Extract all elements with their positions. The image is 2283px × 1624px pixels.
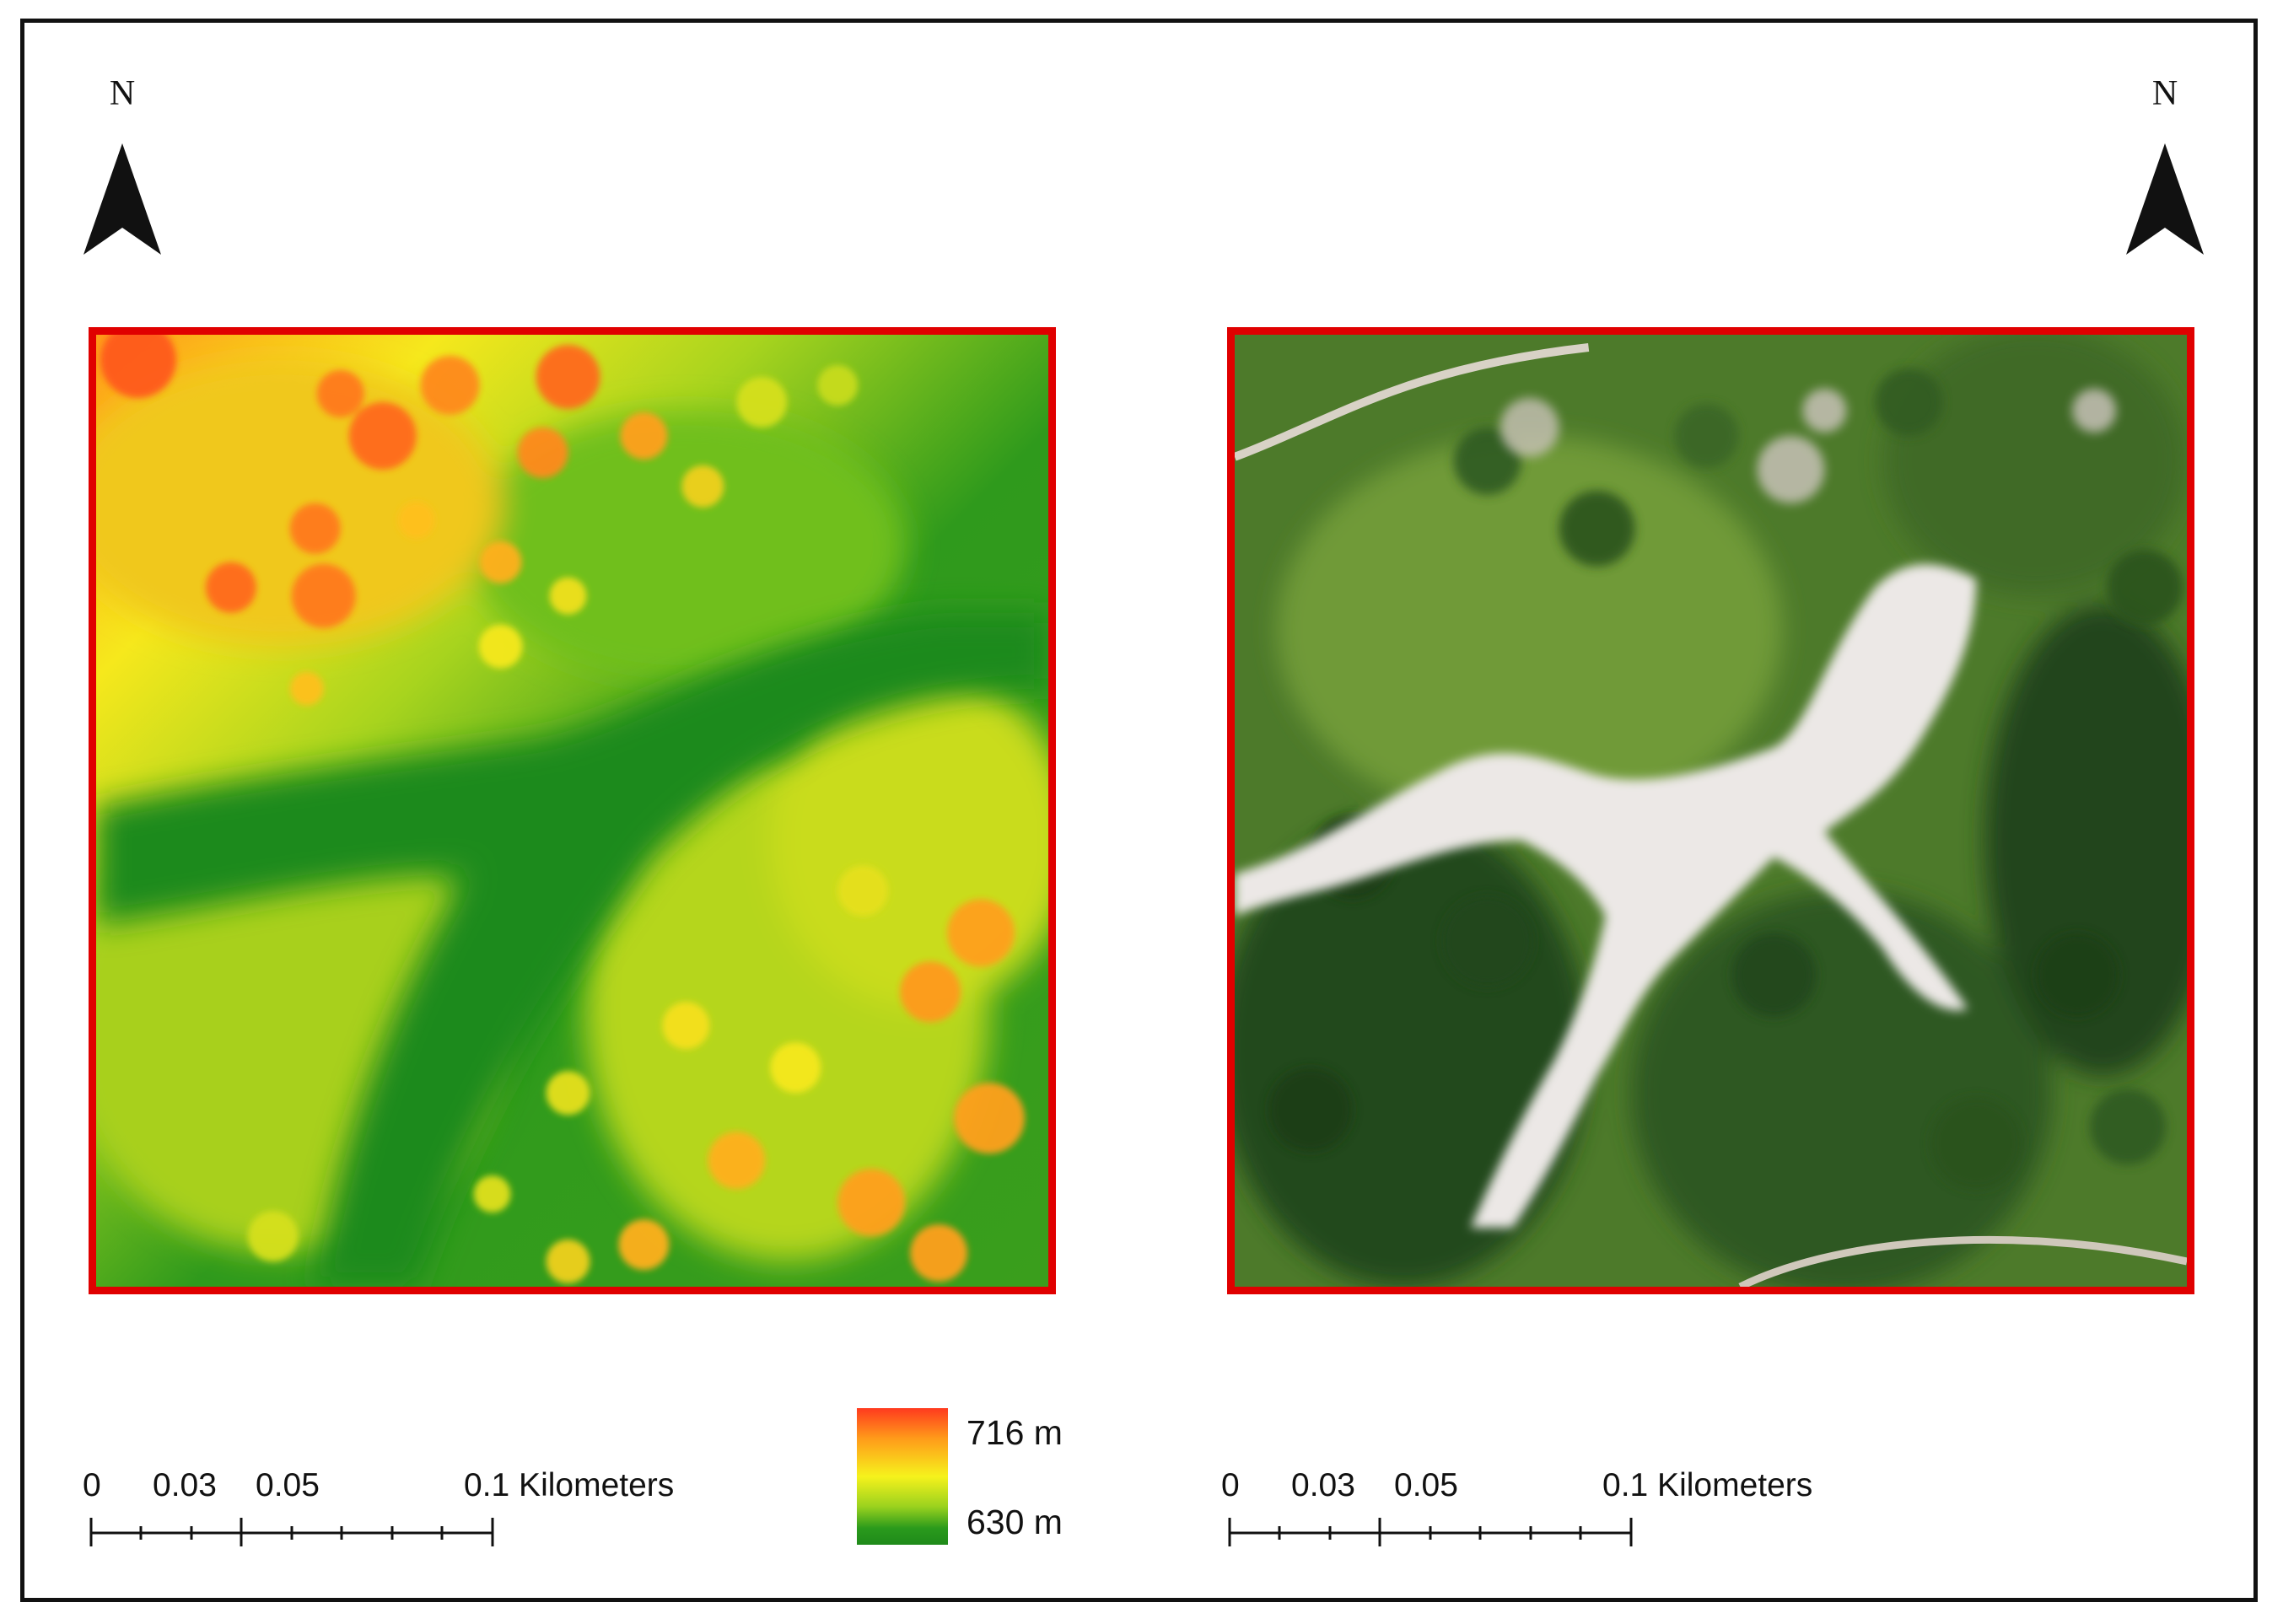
scale-label-005: 0.05 [256,1467,320,1503]
elevation-min-label: 630 m [967,1503,1063,1541]
scale-label-003: 0.03 [1291,1467,1355,1503]
elevation-legend: 716 m 630 m [857,1408,1110,1547]
elevation-map [89,327,1056,1294]
scale-bar-ruler [89,1518,494,1546]
scale-bar-right: 0 0.03 0.05 0.1 Kilometers [1221,1467,1879,1560]
scale-label-01: 0.1 Kilometers [464,1467,675,1503]
north-arrow-icon [83,143,161,255]
scale-bar-left: 0 0.03 0.05 0.1 Kilometers [83,1467,740,1560]
scale-label-0: 0 [1221,1467,1240,1503]
scale-label-003: 0.03 [153,1467,217,1503]
scale-bar-ruler [1228,1518,1633,1546]
elevation-max-label: 716 m [967,1413,1063,1452]
orthophoto-map [1227,327,2194,1294]
map-frame [20,19,2258,1602]
north-letter: N [2151,74,2178,113]
north-arrow-icon [2126,143,2204,255]
elevation-color-ramp [857,1408,948,1545]
north-arrow-left: N [76,76,169,255]
north-arrow-right: N [2119,76,2211,255]
scale-label-005: 0.05 [1394,1467,1458,1503]
scale-label-0: 0 [83,1467,101,1503]
scale-label-01: 0.1 Kilometers [1602,1467,1813,1503]
north-letter: N [109,74,136,113]
